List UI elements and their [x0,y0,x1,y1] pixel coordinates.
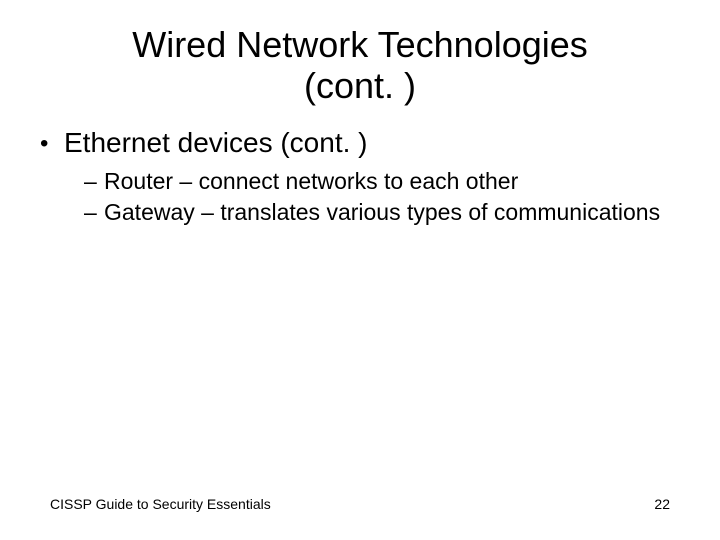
slide: Wired Network Technologies (cont. ) Ethe… [0,0,720,540]
footer-source: CISSP Guide to Security Essentials [50,496,271,512]
bullet-level2-list: Router – connect networks to each other … [40,167,680,228]
slide-title: Wired Network Technologies (cont. ) [0,0,720,107]
slide-body: Ethernet devices (cont. ) Router – conne… [0,107,720,228]
bullet-level2-text: Gateway – translates various types of co… [104,199,660,225]
bullet-level1: Ethernet devices (cont. ) [40,127,680,159]
bullet-level2-item: Gateway – translates various types of co… [84,198,680,227]
title-line-1: Wired Network Technologies [132,24,588,65]
bullet-level1-text: Ethernet devices (cont. ) [64,127,367,158]
bullet-level2-text: Router – connect networks to each other [104,168,518,194]
title-line-2: (cont. ) [304,65,416,106]
footer-page-number: 22 [654,496,670,512]
bullet-level2-item: Router – connect networks to each other [84,167,680,196]
